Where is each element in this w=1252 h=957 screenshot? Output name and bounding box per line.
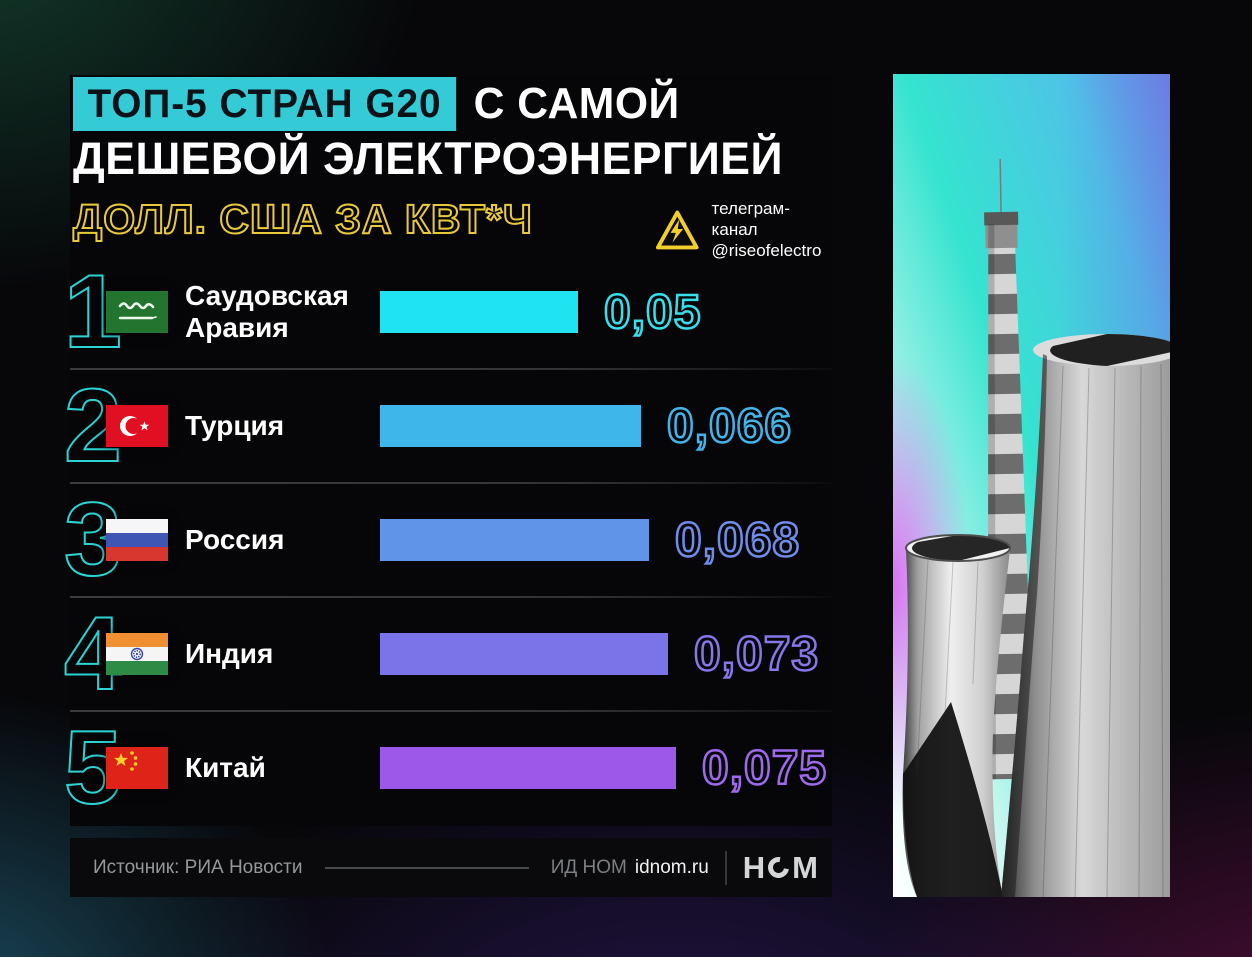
value-label: 0,073 bbox=[693, 626, 820, 682]
flag-turkey-icon bbox=[106, 405, 168, 447]
value-label: 0,068 bbox=[674, 512, 801, 568]
country-label: Индия bbox=[185, 637, 274, 669]
publisher-label: ИД НОМ bbox=[550, 856, 627, 878]
value-label: 0,066 bbox=[666, 398, 793, 454]
country-label: Турция bbox=[185, 409, 285, 441]
bar-turkey bbox=[380, 405, 641, 447]
title-highlight: ТОП-5 СТРАН G20 bbox=[73, 77, 457, 131]
nom-logo-letter-left: Н bbox=[742, 849, 766, 885]
footer-bar: Источник: РИА Новости ИД НОМ idnom.ru Н … bbox=[70, 838, 832, 897]
nom-logo-letter-right: М bbox=[792, 849, 818, 885]
bar-china bbox=[380, 747, 676, 789]
flag-china-icon bbox=[106, 747, 168, 789]
title-line-2: ДЕШЕВОЙ ЭЛЕКТРОЭНЕРГИЕЙ bbox=[73, 133, 784, 184]
chart-row-china: 5 Китай 0,075 bbox=[63, 710, 832, 825]
country-label: Саудовская Аравия bbox=[185, 279, 349, 343]
unit-label: ДОЛЛ. США ЗА КВТ*Ч bbox=[72, 195, 533, 243]
chart-row-turkey: 2 Турция 0,066 bbox=[63, 368, 832, 483]
cooling-tower-large bbox=[1001, 334, 1170, 897]
chart-row-india: 4 Индия 0,073 bbox=[63, 596, 832, 711]
value-label: 0,05 bbox=[603, 284, 702, 340]
telegram-label: телеграм-канал @riseofelectro bbox=[712, 198, 832, 261]
bar-india bbox=[380, 633, 668, 675]
country-label: Россия bbox=[185, 523, 285, 555]
bar-saudi-arabia bbox=[380, 291, 578, 333]
chart-row-saudi-arabia: 1 Саудовская Аравия 0,05 bbox=[63, 255, 832, 369]
telegram-handle: @riseofelectro bbox=[711, 241, 822, 260]
footer-vertical-divider bbox=[724, 850, 727, 885]
bar-russia bbox=[380, 519, 649, 561]
telegram-line1: телеграм-канал bbox=[711, 199, 790, 239]
flag-india-icon bbox=[106, 633, 168, 675]
high-voltage-warning-icon bbox=[655, 210, 699, 249]
flag-russia-icon bbox=[106, 519, 168, 561]
power-plant-photo bbox=[893, 74, 1170, 897]
bar-chart: 1 Саудовская Аравия 0,05 2 Турция bbox=[63, 255, 832, 825]
value-label: 0,075 bbox=[701, 740, 828, 796]
infographic-card: ТОП-5 СТРАН G20 С САМОЙ ДЕШЕВОЙ ЭЛЕКТРОЭ… bbox=[63, 75, 832, 826]
publisher-site: idnom.ru bbox=[634, 856, 709, 878]
source-label: Источник: РИА Новости bbox=[93, 856, 303, 878]
flag-saudi-arabia-icon bbox=[106, 291, 168, 333]
title-line-1: ТОП-5 СТРАН G20 С САМОЙ bbox=[73, 77, 680, 131]
telegram-block: телеграм-канал @riseofelectro bbox=[655, 198, 832, 261]
title-suffix: С САМОЙ bbox=[473, 79, 680, 128]
chart-row-russia: 3 Россия 0,068 bbox=[63, 482, 832, 597]
nom-logo: Н М bbox=[743, 850, 818, 886]
cooling-tower-small bbox=[902, 534, 1011, 897]
cooling-towers-illustration bbox=[893, 74, 1170, 897]
nom-logo-o bbox=[764, 852, 794, 883]
country-label: Китай bbox=[185, 751, 266, 783]
footer-divider-line bbox=[324, 866, 529, 869]
